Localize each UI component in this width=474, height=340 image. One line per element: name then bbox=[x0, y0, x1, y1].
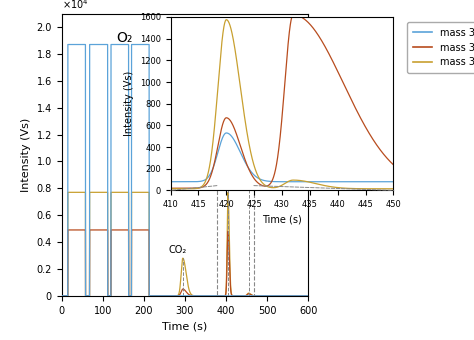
Bar bbox=[217, 186, 254, 296]
Text: $\times10^4$: $\times10^4$ bbox=[62, 0, 88, 11]
Text: CO₂: CO₂ bbox=[169, 245, 187, 255]
Text: COS: COS bbox=[219, 172, 239, 182]
Text: O₂: O₂ bbox=[116, 31, 132, 45]
Legend: mass 32, mass 33, mass 34: mass 32, mass 33, mass 34 bbox=[407, 22, 474, 73]
Y-axis label: Intensity (Vs): Intensity (Vs) bbox=[124, 71, 134, 136]
Y-axis label: Intensity (Vs): Intensity (Vs) bbox=[21, 118, 31, 192]
Text: Organics: Organics bbox=[241, 172, 284, 182]
X-axis label: Time (s): Time (s) bbox=[162, 321, 208, 331]
X-axis label: Time (s): Time (s) bbox=[262, 215, 302, 225]
